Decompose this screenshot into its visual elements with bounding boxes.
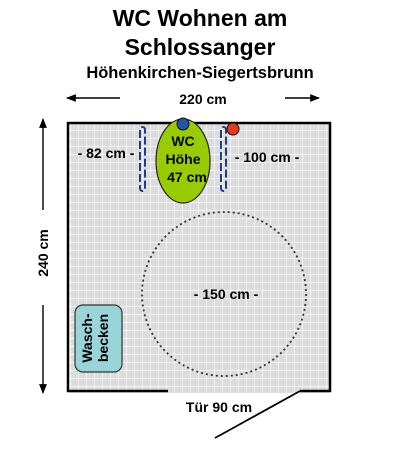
door-leaf (214, 390, 301, 439)
sink-label-line-1: Wasch- (79, 313, 95, 363)
grab-bar-right (220, 126, 227, 192)
width-label: 220 cm (179, 91, 226, 107)
sink-label-line-2: becken (95, 314, 111, 362)
title-line-2: Schlossanger (124, 34, 276, 60)
flush-button-icon (176, 117, 190, 131)
wc-height-label: Höhe (166, 151, 201, 167)
alarm-button-icon (226, 122, 240, 136)
grab-bar-left (139, 126, 146, 192)
sink (74, 304, 123, 373)
wc-label: WC (171, 133, 194, 149)
room-wall (66, 121, 332, 393)
wc-height-value: 47 cm (167, 169, 207, 185)
turning-circle (141, 211, 307, 377)
subtitle: Höhenkirchen-Siegertsbrunn (86, 64, 314, 82)
turning-circle-label: - 150 cm - (194, 286, 259, 302)
left-clearance-label: - 82 cm - (78, 145, 135, 161)
right-clearance-label: - 100 cm - (235, 149, 300, 165)
title-line-1: WC Wohnen am (112, 5, 288, 31)
door-label: Tür 90 cm (186, 399, 252, 415)
height-label: 240 cm (35, 229, 51, 276)
